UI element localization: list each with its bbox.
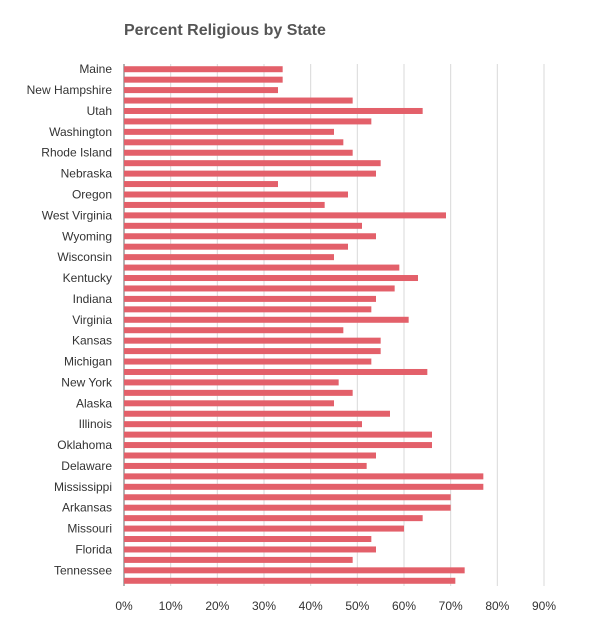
bar <box>124 483 484 490</box>
category-label: Illinois <box>79 417 112 431</box>
category-label: Mississippi <box>54 480 112 494</box>
category-label: Maine <box>79 62 112 76</box>
bar <box>124 264 400 271</box>
bar <box>124 201 325 208</box>
bar <box>124 379 339 386</box>
category-label: Utah <box>87 104 112 118</box>
bar <box>124 149 353 156</box>
bar <box>124 181 278 188</box>
x-tick-label: 90% <box>532 599 556 613</box>
category-label: Oregon <box>72 188 112 202</box>
x-tick-label: 10% <box>159 599 183 613</box>
bar <box>124 577 456 584</box>
x-tick-label: 20% <box>205 599 229 613</box>
bar <box>124 160 381 167</box>
bar <box>124 556 353 563</box>
bar <box>124 285 395 292</box>
bar <box>124 327 344 334</box>
bar <box>124 233 376 240</box>
category-label: Rhode Island <box>41 146 112 160</box>
bar <box>124 76 283 83</box>
bar <box>124 452 376 459</box>
bar <box>124 191 348 198</box>
category-label: New Hampshire <box>27 83 113 97</box>
x-tick-label: 50% <box>345 599 369 613</box>
bar <box>124 87 278 94</box>
category-label: Delaware <box>61 459 112 473</box>
x-tick-label: 0% <box>115 599 133 613</box>
category-label: Wisconsin <box>57 250 112 264</box>
category-label: West Virginia <box>42 208 113 222</box>
bar <box>124 139 344 146</box>
x-tick-label: 30% <box>252 599 276 613</box>
bar <box>124 525 404 532</box>
bar <box>124 431 432 438</box>
bar <box>124 368 428 375</box>
bar <box>124 66 283 73</box>
bar <box>124 275 418 282</box>
bar <box>124 222 362 229</box>
bar <box>124 389 353 396</box>
bar <box>124 170 376 177</box>
category-label: Arkansas <box>62 501 112 515</box>
bar <box>124 536 372 543</box>
category-label: Nebraska <box>61 167 113 181</box>
category-label: New York <box>61 375 113 389</box>
category-label: Michigan <box>64 355 112 369</box>
bar <box>124 348 381 355</box>
bar <box>124 358 372 365</box>
bar <box>124 243 348 250</box>
bar <box>124 295 376 302</box>
chart-title: Percent Religious by State <box>124 22 326 39</box>
category-label: Indiana <box>73 292 113 306</box>
category-label: Alaska <box>76 396 112 410</box>
bar <box>124 473 484 480</box>
bar <box>124 410 390 417</box>
bar <box>124 97 353 104</box>
bar <box>124 567 465 574</box>
bar <box>124 462 367 469</box>
bar <box>124 306 372 313</box>
bar <box>124 504 451 511</box>
category-label: Wyoming <box>62 229 112 243</box>
bar <box>124 118 372 125</box>
bar <box>124 254 334 261</box>
x-tick-label: 60% <box>392 599 416 613</box>
category-label: Washington <box>49 125 112 139</box>
bar <box>124 316 409 323</box>
bar <box>124 107 423 114</box>
category-label: Missouri <box>67 522 112 536</box>
bar <box>124 212 446 219</box>
category-label: Kentucky <box>63 271 112 285</box>
x-tick-label: 70% <box>439 599 463 613</box>
category-label: Oklahoma <box>57 438 112 452</box>
x-tick-label: 40% <box>299 599 323 613</box>
x-tick-label: 80% <box>485 599 509 613</box>
bar <box>124 442 432 449</box>
category-label: Tennessee <box>54 563 112 577</box>
bar <box>124 337 381 344</box>
bar <box>124 546 376 553</box>
category-label: Kansas <box>72 334 112 348</box>
category-label: Florida <box>75 542 112 556</box>
category-label: Virginia <box>72 313 112 327</box>
bar <box>124 494 451 501</box>
bar <box>124 400 334 407</box>
bar <box>124 421 362 428</box>
bar <box>124 515 423 522</box>
bar <box>124 128 334 135</box>
